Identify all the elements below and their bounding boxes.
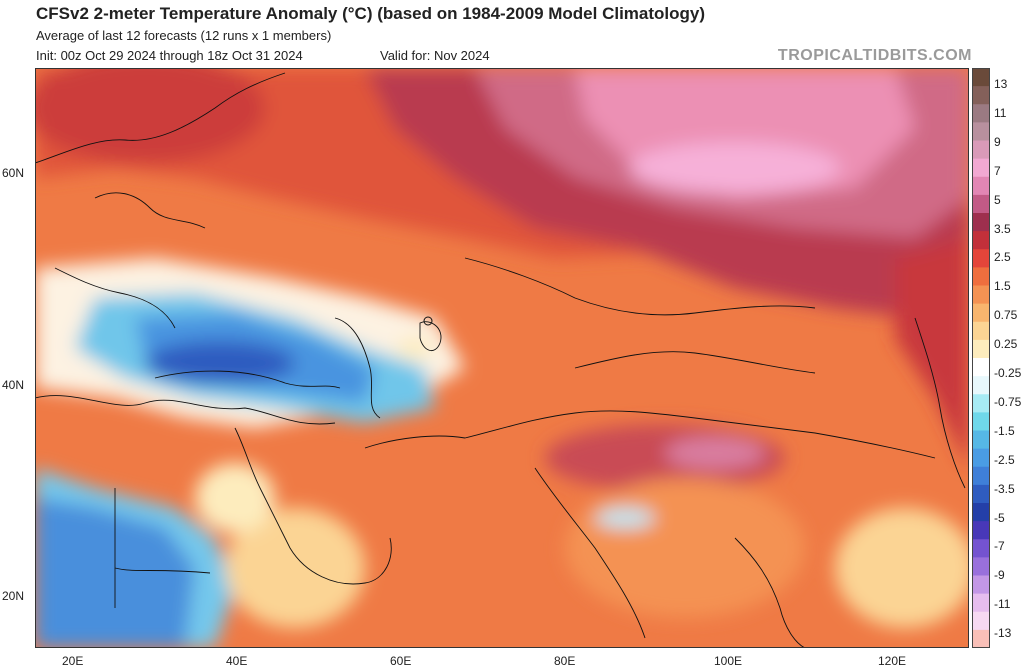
- colorbar-label: -1.5: [994, 423, 1015, 438]
- colorbar-swatch: [972, 339, 990, 359]
- colorbar-label: 13: [994, 77, 1008, 91]
- colorbar-swatch: [972, 557, 990, 577]
- colorbar-swatch: [972, 412, 990, 432]
- lon-label-40e: 40E: [226, 654, 248, 668]
- colorbar-label: -11: [994, 597, 1011, 612]
- colorbar-label: -2.5: [994, 452, 1015, 467]
- anomaly-field: [35, 68, 969, 648]
- colorbar-label: 0.25: [994, 337, 1018, 352]
- colorbar-label: 11: [994, 105, 1007, 120]
- colorbar-swatch: [972, 68, 990, 87]
- colorbar-swatch: [972, 231, 990, 250]
- colorbar-swatch: [972, 194, 990, 214]
- colorbar-swatch: [972, 629, 990, 648]
- colorbar-swatch: [972, 122, 990, 142]
- colorbar-swatch: [972, 321, 990, 341]
- map-frame: [35, 68, 969, 648]
- colorbar-swatch: [972, 376, 990, 395]
- colorbar-swatch: [972, 303, 990, 323]
- colorbar-swatch: [972, 521, 990, 540]
- lon-label-20e: 20E: [62, 654, 84, 668]
- colorbar-label: -13: [994, 626, 1012, 641]
- colorbar-swatch: [972, 503, 990, 522]
- temperature-anomaly-map: [35, 68, 969, 648]
- coastlines-borders: [35, 72, 966, 648]
- lon-label-100e: 100E: [714, 654, 743, 668]
- colorbar-swatch: [972, 430, 990, 450]
- colorbar-label: 5: [994, 192, 1001, 207]
- colorbar-label: 0.75: [994, 308, 1018, 323]
- colorbar-frame: [972, 68, 990, 648]
- colorbar-swatch: [972, 466, 990, 486]
- colorbar-swatch: [972, 593, 990, 613]
- colorbar-swatch: [972, 448, 990, 468]
- colorbar-label: -7: [994, 539, 1005, 554]
- lake-marker: [423, 316, 433, 326]
- colorbar-swatch: [972, 176, 990, 196]
- brand-watermark: TROPICALTIDBITS.COM: [777, 47, 972, 64]
- lat-label-20n: 20N: [2, 589, 25, 603]
- lon-label-60e: 60E: [390, 654, 412, 668]
- map-subtitle: Average of last 12 forecasts (12 runs x …: [36, 28, 332, 43]
- lat-label-60n: 60N: [2, 166, 25, 180]
- colorbar-label: -0.25: [994, 366, 1022, 380]
- colorbar-swatch: [972, 484, 990, 504]
- colorbar-swatch: [972, 285, 990, 305]
- map-title: CFSv2 2-meter Temperature Anomaly (°C) (…: [36, 4, 706, 23]
- colorbar-swatch: [972, 539, 990, 558]
- lon-label-120e: 120E: [878, 654, 907, 668]
- lat-label-40n: 40N: [2, 378, 25, 392]
- colorbar-label: 1.5: [994, 279, 1011, 294]
- colorbar-swatch: [972, 358, 990, 377]
- colorbar-label: -0.75: [994, 394, 1022, 409]
- colorbar-label: 2.5: [994, 250, 1011, 265]
- colorbar-label: 7: [994, 163, 1001, 178]
- init-range: Init: 00z Oct 29 2024 through 18z Oct 31…: [36, 48, 303, 63]
- colorbar-swatch: [972, 86, 990, 105]
- colorbar-label: 3.5: [994, 221, 1011, 236]
- colorbar-label: -5: [994, 510, 1005, 525]
- colorbar-label: -9: [994, 568, 1005, 583]
- colorbar-swatch: [972, 267, 990, 287]
- colorbar-label: 9: [994, 134, 1001, 149]
- lon-label-80e: 80E: [554, 654, 576, 668]
- valid-period: Valid for: Nov 2024: [380, 48, 490, 63]
- colorbar-swatch: [972, 611, 990, 631]
- colorbar-swatch: [972, 140, 990, 160]
- colorbar-swatch: [972, 104, 990, 123]
- colorbar-swatch: [972, 575, 990, 595]
- colorbar-swatch: [972, 213, 990, 232]
- colorbar-swatch: [972, 394, 990, 413]
- colorbar: [972, 68, 990, 648]
- colorbar-label: -3.5: [994, 481, 1015, 496]
- colorbar-swatch: [972, 249, 990, 268]
- colorbar-swatch: [972, 158, 990, 178]
